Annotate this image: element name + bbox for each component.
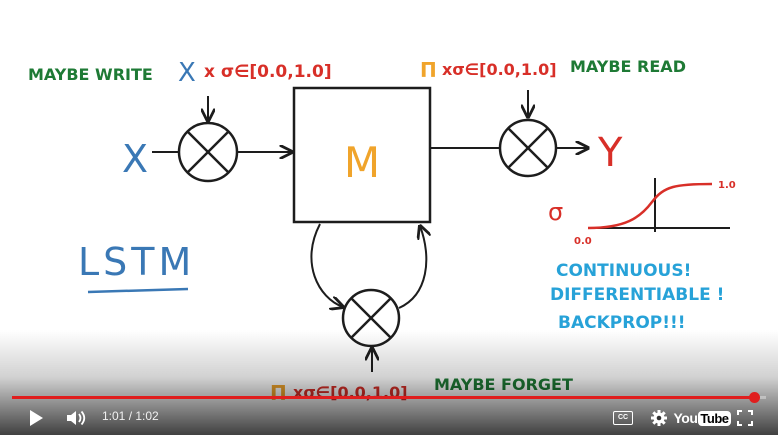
forget-gate-formula: xσ∈[0.0,1.0]: [293, 383, 408, 402]
maybe-forget-label: MAYBE FORGET: [434, 375, 573, 394]
maybe-write-label: MAYBE WRITE: [28, 65, 153, 84]
output-y-label: Y: [597, 130, 623, 176]
memory-m-label: M: [344, 138, 380, 187]
lstm-underline: [87, 287, 189, 294]
note-continuous: CONTINUOUS!: [556, 261, 691, 281]
read-gate-multiply-icon: [498, 118, 558, 178]
fullscreen-button[interactable]: [734, 406, 756, 430]
captions-icon-label: CC: [617, 414, 629, 421]
sigmoid-curve: [587, 182, 713, 230]
play-button[interactable]: [24, 406, 48, 430]
forget-gate-multiply-icon: [341, 288, 401, 348]
input-x-label: X: [122, 137, 148, 181]
lstm-title: LSTM: [78, 240, 195, 284]
progress-bar[interactable]: [12, 392, 766, 403]
play-icon: [30, 410, 43, 426]
sigmoid-zero-label: 0.0: [574, 236, 592, 247]
maybe-read-label: MAYBE READ: [570, 57, 686, 76]
write-gate-formula: x σ∈[0.0,1.0]: [204, 62, 332, 82]
time-display: 1:01 / 1:02: [102, 409, 159, 423]
read-gate-formula: xσ∈[0.0,1.0]: [442, 60, 557, 79]
note-backprop: BACKPROP!!!: [558, 313, 685, 333]
memory-cell-box: [292, 86, 432, 224]
write-gate-multiply-icon: [177, 121, 239, 183]
progress-played: [12, 396, 754, 399]
player-controls: 1:01 / 1:02 CC You Tube: [0, 402, 778, 432]
youtube-logo-tube: Tube: [698, 410, 731, 426]
fullscreen-icon: [737, 410, 753, 426]
write-x-label: X: [178, 58, 196, 88]
scrubber-handle[interactable]: [748, 392, 760, 403]
read-pi-label: Π: [420, 58, 437, 82]
volume-button[interactable]: [64, 406, 90, 430]
settings-button[interactable]: [648, 406, 670, 430]
sigmoid-one-label: 1.0: [718, 180, 736, 191]
captions-button[interactable]: CC: [612, 406, 634, 430]
memory-to-forget-arrow: [310, 223, 343, 307]
youtube-logo-you: You: [673, 410, 698, 426]
current-time: 1:01: [102, 409, 126, 423]
volume-icon: [67, 410, 86, 426]
forget-to-memory-arrow: [398, 226, 426, 309]
youtube-logo[interactable]: You Tube: [674, 406, 731, 430]
sigma-label: σ: [548, 198, 563, 226]
captions-icon: CC: [613, 411, 633, 425]
gear-icon: [651, 410, 667, 426]
time-separator: /: [128, 409, 136, 423]
duration: 1:02: [135, 409, 159, 423]
note-differentiable: DIFFERENTIABLE !: [550, 285, 724, 305]
